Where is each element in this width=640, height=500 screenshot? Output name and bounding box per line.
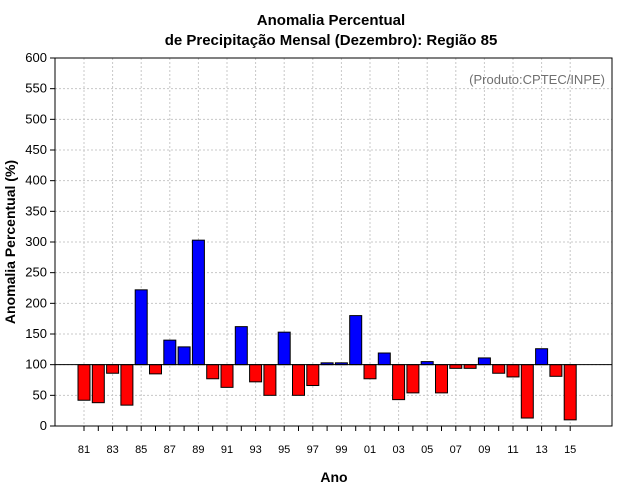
bar-88	[177, 346, 191, 366]
bar-82	[91, 364, 105, 404]
bar-89	[191, 239, 205, 366]
bar-91	[220, 364, 234, 388]
x-axis-label: Ano	[320, 469, 347, 485]
bar-07	[449, 364, 463, 369]
bar-10	[492, 364, 506, 374]
x-tick-label: 11	[507, 444, 518, 456]
y-tick-label: 350	[25, 203, 47, 218]
x-tick-label: 87	[164, 444, 176, 456]
y-tick-label: 300	[25, 234, 47, 249]
bars	[77, 239, 577, 421]
y-tick-label: 200	[25, 295, 47, 310]
y-tick-label: 250	[25, 265, 47, 280]
bar-86	[149, 364, 162, 375]
x-tick-label: 95	[278, 444, 290, 456]
bar-85	[134, 289, 148, 366]
y-tick-label: 100	[25, 357, 47, 372]
x-tick-label: 01	[364, 444, 376, 456]
x-tick-label: 13	[535, 444, 547, 456]
y-tick-label: 50	[33, 387, 47, 402]
bar-92	[234, 326, 248, 366]
y-tick-label: 0	[40, 418, 47, 433]
bar-87	[163, 339, 177, 366]
x-tick-label: 81	[78, 444, 90, 456]
bar-90	[206, 364, 220, 380]
bar-97	[306, 364, 320, 387]
bar-93	[249, 364, 263, 383]
source-annotation: (Produto:CPTEC/INPE)	[469, 72, 605, 87]
bar-04	[406, 364, 420, 394]
x-tick-label: 03	[392, 444, 404, 456]
y-tick-label: 500	[25, 111, 47, 126]
grid	[55, 57, 612, 427]
bar-08	[463, 364, 477, 369]
x-tick-label: 15	[564, 444, 576, 456]
bar-94	[263, 364, 277, 396]
y-tick-label: 450	[25, 142, 47, 157]
bar-00	[349, 315, 363, 366]
y-tick-label: 600	[25, 50, 47, 65]
bar-14	[549, 364, 563, 377]
x-axis-ticks: 81 83 85 87 89 91 93 95 97 99 01 03 05 07 09 11 13 15	[78, 426, 576, 456]
bar-02	[377, 352, 391, 366]
x-tick-label: 89	[192, 444, 204, 456]
x-tick-label: 83	[106, 444, 118, 456]
y-axis-ticks: 0 50 100 150 200 250 300 350 400 450 500 550 600	[25, 50, 55, 433]
bar-15	[563, 364, 577, 421]
bar-01	[363, 364, 377, 380]
y-tick-label: 150	[25, 326, 47, 341]
bar-96	[292, 364, 305, 396]
y-axis-label: Anomalia Percentual (%)	[2, 160, 18, 324]
x-tick-label: 85	[135, 444, 147, 456]
x-tick-label: 91	[221, 444, 233, 456]
y-tick-label: 400	[25, 173, 47, 188]
x-tick-label: 09	[478, 444, 490, 456]
chart-title-line2: de Precipitação Mensal (Dezembro): Regiã…	[165, 32, 498, 49]
x-tick-label: 93	[249, 444, 261, 456]
bar-84	[120, 364, 134, 406]
chart-title-line1: Anomalia Percentual	[257, 12, 405, 29]
x-tick-label: 05	[421, 444, 433, 456]
bar-11	[506, 364, 520, 378]
bar-13	[535, 348, 549, 366]
x-tick-label: 97	[307, 444, 319, 456]
chart-title: Anomalia Percentual de Precipitação Mens…	[165, 12, 498, 49]
bar-12	[520, 364, 534, 419]
bar-83	[106, 364, 120, 374]
bar-81	[77, 364, 91, 401]
x-tick-label: 07	[450, 444, 462, 456]
bar-09	[477, 357, 491, 366]
x-tick-label: 99	[335, 444, 347, 456]
bar-03	[392, 364, 406, 401]
bar-06	[435, 364, 448, 394]
y-tick-label: 550	[25, 81, 47, 96]
bar-95	[277, 331, 291, 366]
